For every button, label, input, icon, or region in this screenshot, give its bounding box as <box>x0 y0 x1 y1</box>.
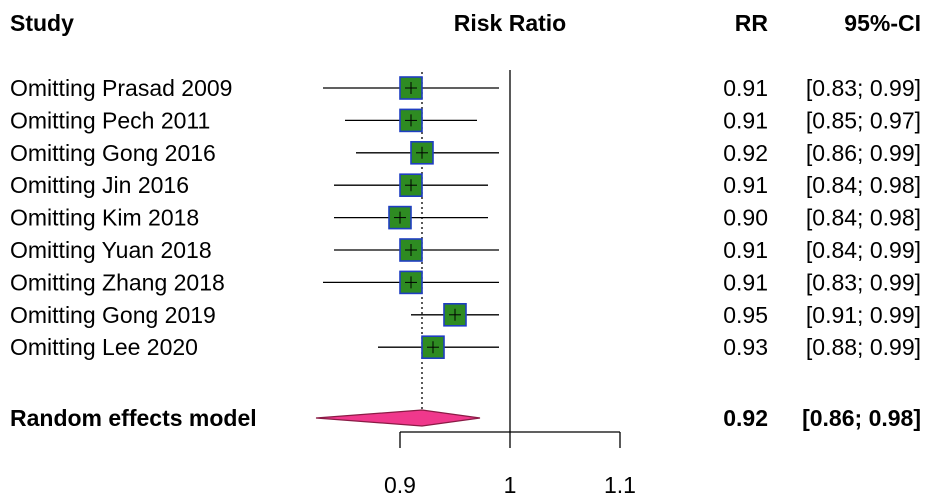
x-tick-label: 1.1 <box>604 472 636 498</box>
summary-rr-value: 0.92 <box>723 405 768 431</box>
rr-value: 0.93 <box>723 334 768 360</box>
ci-value: [0.84; 0.98] <box>806 172 921 198</box>
header-ci: 95%-CI <box>844 10 921 36</box>
ci-value: [0.83; 0.99] <box>806 75 921 101</box>
header-study: Study <box>10 10 74 36</box>
header-rr: RR <box>735 10 769 36</box>
rr-value: 0.91 <box>723 269 768 295</box>
rr-value: 0.91 <box>723 237 768 263</box>
summary-ci-value: [0.86; 0.98] <box>802 405 921 431</box>
rr-value: 0.95 <box>723 302 768 328</box>
rr-value: 0.92 <box>723 140 768 166</box>
ci-value: [0.88; 0.99] <box>806 334 921 360</box>
rr-value: 0.91 <box>723 172 768 198</box>
ci-value: [0.84; 0.99] <box>806 237 921 263</box>
study-label: Omitting Kim 2018 <box>10 205 199 231</box>
rr-value: 0.91 <box>723 107 768 133</box>
summary-label: Random effects model <box>10 405 257 431</box>
x-tick-label: 1 <box>504 472 517 498</box>
x-tick-label: 0.9 <box>384 472 416 498</box>
ci-value: [0.84; 0.98] <box>806 205 921 231</box>
study-label: Omitting Prasad 2009 <box>10 75 232 101</box>
study-label: Omitting Pech 2011 <box>10 107 210 133</box>
ci-value: [0.85; 0.97] <box>806 107 921 133</box>
ci-value: [0.91; 0.99] <box>806 302 921 328</box>
study-label: Omitting Yuan 2018 <box>10 237 212 263</box>
study-label: Omitting Jin 2016 <box>10 172 189 198</box>
study-label: Omitting Gong 2019 <box>10 302 216 328</box>
rr-value: 0.90 <box>723 205 768 231</box>
ci-value: [0.83; 0.99] <box>806 269 921 295</box>
study-label: Omitting Lee 2020 <box>10 334 198 360</box>
study-label: Omitting Gong 2016 <box>10 140 216 166</box>
summary-diamond <box>316 410 480 426</box>
rr-value: 0.91 <box>723 75 768 101</box>
study-label: Omitting Zhang 2018 <box>10 269 225 295</box>
ci-value: [0.86; 0.99] <box>806 140 921 166</box>
header-risk-ratio: Risk Ratio <box>454 10 566 36</box>
